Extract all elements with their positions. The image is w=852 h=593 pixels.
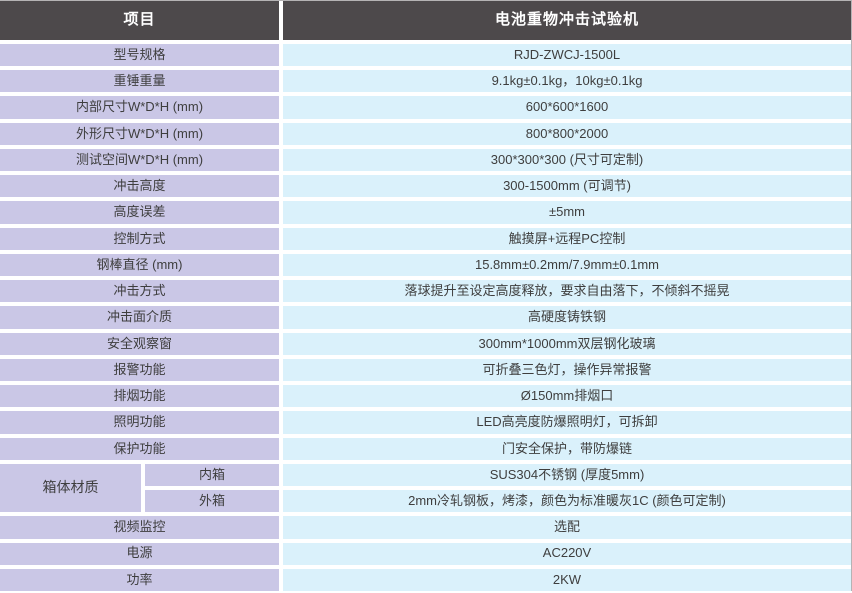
- spec-value-inner-size: 600*600*1600: [283, 96, 851, 119]
- spec-label-power: 功率: [0, 568, 279, 591]
- spec-label-model: 型号规格: [0, 44, 279, 67]
- spec-value-power: 2KW: [283, 568, 851, 591]
- spec-value-power-supply: AC220V: [283, 542, 851, 565]
- spec-label-rod-diameter: 钢棒直径 (mm): [0, 253, 279, 277]
- spec-value-rod-diameter: 15.8mm±0.2mm/7.9mm±0.1mm: [283, 253, 851, 277]
- items-column-header: 项目: [0, 1, 279, 40]
- spec-value-lighting: LED高亮度防爆照明灯，可拆卸: [283, 411, 851, 434]
- spec-label-impact-method: 冲击方式: [0, 280, 279, 303]
- spec-label-test-space: 测试空间W*D*H (mm): [0, 148, 279, 172]
- spec-label-impact-height: 冲击高度: [0, 175, 279, 198]
- spec-label-hammer-weight: 重锤重量: [0, 70, 279, 93]
- spec-label-observation-window: 安全观察窗: [0, 332, 279, 355]
- machine-name-header: 电池重物冲击试验机: [283, 1, 851, 40]
- spec-label-impact-surface: 冲击面介质: [0, 306, 279, 329]
- spec-value-outer-box: 2mm冷轧钢板，烤漆，颜色为标准暖灰1C (颜色可定制): [283, 490, 851, 513]
- spec-value-alarm-function: 可折叠三色灯，操作异常报警: [283, 358, 851, 382]
- spec-label-alarm-function: 报警功能: [0, 358, 279, 382]
- spec-value-smoke-exhaust: Ø150mm排烟口: [283, 385, 851, 408]
- spec-value-model: RJD-ZWCJ-1500L: [283, 44, 851, 67]
- spec-value-hammer-weight: 9.1kg±0.1kg，10kg±0.1kg: [283, 70, 851, 93]
- spec-label-control-mode: 控制方式: [0, 227, 279, 250]
- spec-value-outer-size: 800*800*2000: [283, 122, 851, 145]
- spec-value-inner-box: SUS304不锈钢 (厚度5mm): [283, 463, 851, 487]
- spec-label-power-supply: 电源: [0, 542, 279, 565]
- spec-value-protection: 门安全保护，带防爆链: [283, 437, 851, 460]
- spec-label-inner-size: 内部尺寸W*D*H (mm): [0, 96, 279, 119]
- spec-value-impact-height: 300-1500mm (可调节): [283, 175, 851, 198]
- spec-label-height-tolerance: 高度误差: [0, 201, 279, 224]
- spec-value-impact-method: 落球提升至设定高度释放，要求自由落下，不倾斜不摇晃: [283, 280, 851, 303]
- spec-label-protection: 保护功能: [0, 437, 279, 460]
- spec-sublabel-inner-box: 内箱: [145, 463, 279, 487]
- spec-label-smoke-exhaust: 排烟功能: [0, 385, 279, 408]
- spec-label-box-material: 箱体材质: [0, 463, 141, 513]
- spec-value-height-tolerance: ±5mm: [283, 201, 851, 224]
- spec-label-outer-size: 外形尺寸W*D*H (mm): [0, 122, 279, 145]
- spec-value-impact-surface: 高硬度铸铁钢: [283, 306, 851, 329]
- spec-value-observation-window: 300mm*1000mm双层钢化玻璃: [283, 332, 851, 355]
- spec-sublabel-outer-box: 外箱: [145, 490, 279, 513]
- spec-label-video-monitoring: 视频监控: [0, 516, 279, 539]
- spec-value-control-mode: 触摸屏+远程PC控制: [283, 227, 851, 250]
- spec-label-lighting: 照明功能: [0, 411, 279, 434]
- spec-value-test-space: 300*300*300 (尺寸可定制): [283, 148, 851, 172]
- spec-value-video-monitoring: 选配: [283, 516, 851, 539]
